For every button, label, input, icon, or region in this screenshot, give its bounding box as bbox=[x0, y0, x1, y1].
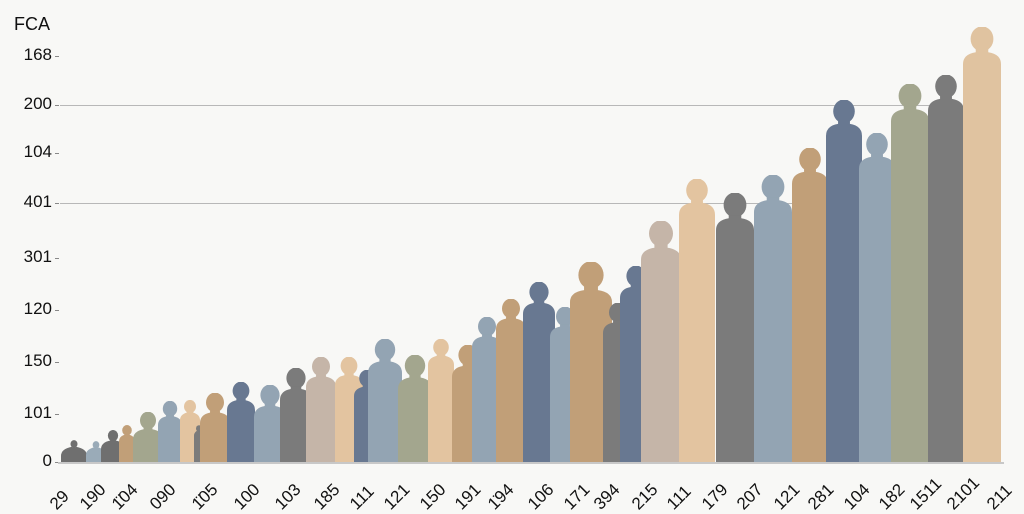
y-tick-label: 150 bbox=[23, 351, 52, 370]
y-tick-label: 301 bbox=[23, 247, 52, 266]
person-bar bbox=[133, 412, 163, 462]
x-tick-label: 090 bbox=[146, 479, 180, 514]
y-tick-mark bbox=[55, 462, 59, 463]
x-tick-label: 185 bbox=[310, 479, 344, 514]
x-tick-label: 121 bbox=[770, 479, 804, 514]
person-bar bbox=[963, 27, 1001, 462]
x-axis-baseline bbox=[58, 462, 1004, 464]
person-bar bbox=[891, 84, 929, 462]
y-tick-label: 168 bbox=[23, 45, 52, 64]
person-bar bbox=[119, 425, 135, 462]
x-tick-label: 2101 bbox=[943, 473, 984, 514]
y-tick-mark bbox=[55, 414, 59, 415]
person-bar bbox=[306, 357, 336, 462]
chart-title: FCA bbox=[14, 14, 50, 34]
person-bar bbox=[368, 339, 402, 462]
person-bar bbox=[227, 382, 255, 462]
y-tick-mark bbox=[55, 105, 59, 106]
y-tick-mark bbox=[55, 310, 59, 311]
person-bar bbox=[928, 75, 964, 462]
person-bar bbox=[679, 179, 715, 462]
x-tick-label: 1̈04 bbox=[108, 479, 142, 514]
person-bar bbox=[398, 355, 432, 462]
x-tick-label: 182 bbox=[875, 479, 909, 514]
x-tick-label: 1̈05 bbox=[188, 479, 222, 514]
y-tick-label: 101 bbox=[23, 403, 52, 422]
x-tick-label: 171 bbox=[560, 479, 594, 514]
y-tick-mark bbox=[55, 56, 59, 57]
y-tick-mark bbox=[55, 258, 59, 259]
y-tick-label: 401 bbox=[23, 192, 52, 211]
person-bar bbox=[254, 385, 286, 462]
person-bar bbox=[570, 262, 612, 462]
y-tick-mark bbox=[55, 362, 59, 363]
x-tick-label: 111 bbox=[663, 481, 695, 514]
person-bar bbox=[859, 133, 895, 462]
x-tick-label: 281 bbox=[804, 479, 838, 514]
person-bar bbox=[641, 221, 681, 462]
person-bar bbox=[472, 317, 502, 462]
y-tick-label: 104 bbox=[23, 142, 52, 161]
x-tick-label: 121 bbox=[380, 479, 414, 514]
x-tick-label: 211 bbox=[983, 480, 1016, 514]
x-tick-label: 394 bbox=[590, 479, 624, 514]
x-tick-label: 190 bbox=[76, 479, 110, 514]
x-tick-label: 1̇94 bbox=[484, 479, 518, 514]
person-bar bbox=[716, 193, 754, 462]
person-bar bbox=[158, 401, 182, 462]
person-bar bbox=[428, 339, 454, 462]
x-tick-label: 103 bbox=[271, 479, 305, 514]
x-tick-label: 111 bbox=[346, 481, 378, 514]
person-bar bbox=[792, 148, 828, 462]
x-tick-label: 106 bbox=[524, 479, 558, 514]
person-bar bbox=[754, 175, 792, 462]
x-tick-label: 100 bbox=[230, 479, 264, 514]
x-tick-label: 29 bbox=[46, 486, 73, 514]
x-tick-label: 215 bbox=[628, 479, 662, 514]
y-tick-label: 120 bbox=[23, 299, 52, 318]
x-tick-label: 104 bbox=[840, 479, 874, 514]
x-tick-label: 207 bbox=[733, 479, 767, 514]
person-bar bbox=[496, 299, 526, 462]
person-bar bbox=[200, 393, 230, 462]
person-bar bbox=[523, 282, 555, 462]
person-bar bbox=[61, 440, 87, 462]
y-tick-mark bbox=[55, 153, 59, 154]
person-bar bbox=[280, 368, 312, 462]
person-bar bbox=[826, 100, 862, 462]
gridline-401 bbox=[60, 203, 960, 204]
x-tick-label: 179 bbox=[698, 479, 732, 514]
y-tick-label: 0 bbox=[42, 451, 52, 470]
y-tick-label: 200 bbox=[23, 94, 52, 113]
gridline-200 bbox=[60, 105, 960, 106]
x-tick-label: 191 bbox=[451, 479, 485, 514]
x-tick-label: 1511 bbox=[906, 474, 946, 514]
y-tick-mark bbox=[55, 203, 59, 204]
x-tick-label: 150 bbox=[416, 479, 450, 514]
